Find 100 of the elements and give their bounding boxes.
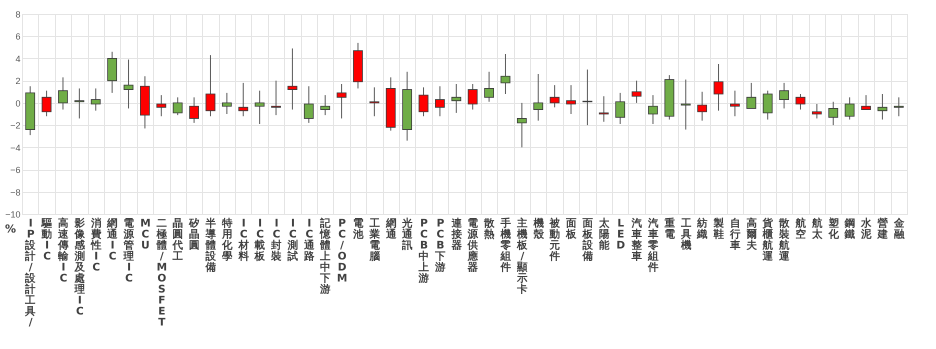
x-tick-label: 汽車整車 [630, 216, 643, 262]
x-tick-label: IC封裝 [270, 218, 282, 262]
x-tick-label: 航太 [810, 216, 824, 240]
x-tick-label: 散裝航運 [778, 218, 792, 262]
candlestick [156, 94, 166, 117]
x-tick-label: PCB下游 [434, 218, 446, 274]
x-tick-label: 電池 [352, 218, 365, 240]
x-tick-label: 自行車 [728, 216, 741, 252]
x-tick-label: 特用化學 [220, 216, 234, 262]
x-tick-label: 連接器 [450, 216, 464, 252]
candlestick [369, 86, 380, 117]
x-tick-label: 工具機 [680, 218, 692, 252]
candlestick [796, 94, 806, 110]
x-tick-label: 機殼 [532, 216, 546, 240]
x-tick-label: 消費性IC [90, 216, 102, 274]
x-tick-label: 記憶體上中下游 [319, 216, 332, 296]
candlestick [320, 94, 330, 116]
x-tick-label: 重電 [663, 216, 676, 240]
x-tick-label: 手機零組件 [499, 216, 512, 274]
category-label: 二極體/MOSFET [156, 218, 168, 328]
x-tick-label: IC材料 [237, 218, 250, 262]
x-tick-label: 矽晶圓 [188, 216, 200, 252]
candlestick [550, 84, 560, 108]
x-tick-label: 光通訊 [401, 216, 414, 252]
candlestick [124, 59, 134, 109]
y-tick-label: 6 [15, 32, 20, 42]
candlestick [828, 101, 838, 126]
x-tick-label: 製鞋 [712, 216, 725, 240]
category-label: IP設計/設計工具/ [25, 218, 36, 328]
y-tick-label: 0 [15, 98, 20, 108]
candlestick [680, 79, 691, 130]
y-tick-label: 8 [15, 10, 20, 20]
x-tick-label: MCU [140, 218, 151, 252]
x-tick-label: 航空 [794, 216, 806, 240]
x-tick-label: 電源管理IC [122, 218, 136, 284]
x-tick-label: 水泥 [860, 216, 874, 240]
candlestick [861, 94, 871, 110]
candlestick [615, 92, 626, 124]
candlestick [418, 86, 428, 117]
x-tick-label: 電源供應器 [466, 218, 480, 274]
x-tick-label: 半導體設備 [204, 216, 218, 274]
candlestick [844, 96, 855, 120]
x-tick-label: 驅動IC [40, 218, 53, 262]
candlestick [762, 90, 773, 120]
x-tick-label: 汽車零組件 [646, 216, 659, 274]
candlestick [254, 90, 265, 124]
x-tick-label: LED [616, 218, 626, 252]
y-tick-label: 4 [15, 54, 20, 64]
x-tick-label: 晶圓代工 [172, 218, 184, 262]
candlestick [648, 94, 658, 124]
candlestick [58, 76, 68, 110]
candlestick [779, 82, 789, 109]
x-tick-label: IC通路 [302, 218, 316, 262]
y-axis-title: % [4, 222, 16, 236]
candlestick [730, 90, 740, 117]
candlestick [878, 94, 888, 120]
candlestick [468, 84, 478, 110]
candlestick [746, 82, 756, 109]
y-tick-label: −6 [10, 165, 20, 176]
x-tick-label: 金融 [892, 216, 906, 240]
candlestick [189, 96, 199, 124]
candlestick [484, 71, 494, 102]
candlestick [435, 86, 445, 117]
candlestick [812, 104, 822, 119]
x-tick-label: 營建 [876, 216, 888, 240]
x-tick-label: PCB中上游 [418, 218, 430, 284]
candlestick [336, 84, 346, 119]
x-tick-label: 工業電腦 [368, 218, 380, 262]
x-tick-label: 主機板/顯示卡 [516, 216, 529, 296]
x-tick-label: 太陽能 [598, 216, 611, 252]
candlestick [238, 82, 248, 117]
y-tick-label: −2 [10, 120, 20, 131]
category-label: 影像感測及處理IC [74, 218, 86, 318]
candlestick [222, 92, 232, 114]
candlestick [304, 86, 314, 124]
x-tick-label: PC/ODM [336, 218, 348, 284]
x-tick-label: 被動元件 [548, 216, 562, 262]
candlestick [90, 88, 101, 112]
x-tick-label: 散熱 [483, 218, 496, 240]
y-tick-label: −10 [5, 210, 20, 220]
x-tick-label: 面板 [565, 218, 578, 240]
candlestick [288, 48, 298, 110]
candlestick [598, 96, 609, 122]
y-tick-label: 2 [15, 76, 20, 86]
x-tick-label: 網通 [384, 218, 398, 240]
candlestick [697, 91, 708, 122]
x-tick-label: 紡織 [696, 216, 708, 240]
candlestick [516, 102, 527, 148]
candlestick [107, 51, 118, 94]
candlestick [172, 96, 183, 116]
x-tick-label: 高速傳輸IC [56, 216, 70, 284]
x-tick-label: IC測試 [286, 218, 298, 262]
x-tick-label: IC載板 [254, 218, 267, 262]
candlestick [500, 54, 510, 94]
candlestick [42, 90, 52, 117]
candlestick [451, 84, 462, 114]
y-tick-label: −8 [10, 187, 20, 198]
x-tick-label: 貨櫃航運 [762, 216, 774, 262]
x-tick-label: 塑化 [827, 216, 840, 240]
candlestick [566, 84, 576, 114]
